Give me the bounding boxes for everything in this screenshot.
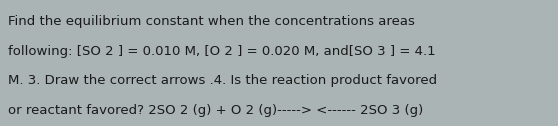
Text: or reactant favored? 2SO 2 (g) + O 2 (g)-----> <------ 2SO 3 (g): or reactant favored? 2SO 2 (g) + O 2 (g)… [8, 104, 424, 117]
Text: following: [SO 2 ] = 0.010 M, [O 2 ] = 0.020 M, and[SO 3 ] = 4.1: following: [SO 2 ] = 0.010 M, [O 2 ] = 0… [8, 45, 436, 58]
Text: Find the equilibrium constant when the concentrations areas: Find the equilibrium constant when the c… [8, 15, 415, 28]
Text: M. 3. Draw the correct arrows .4. Is the reaction product favored: M. 3. Draw the correct arrows .4. Is the… [8, 74, 437, 87]
